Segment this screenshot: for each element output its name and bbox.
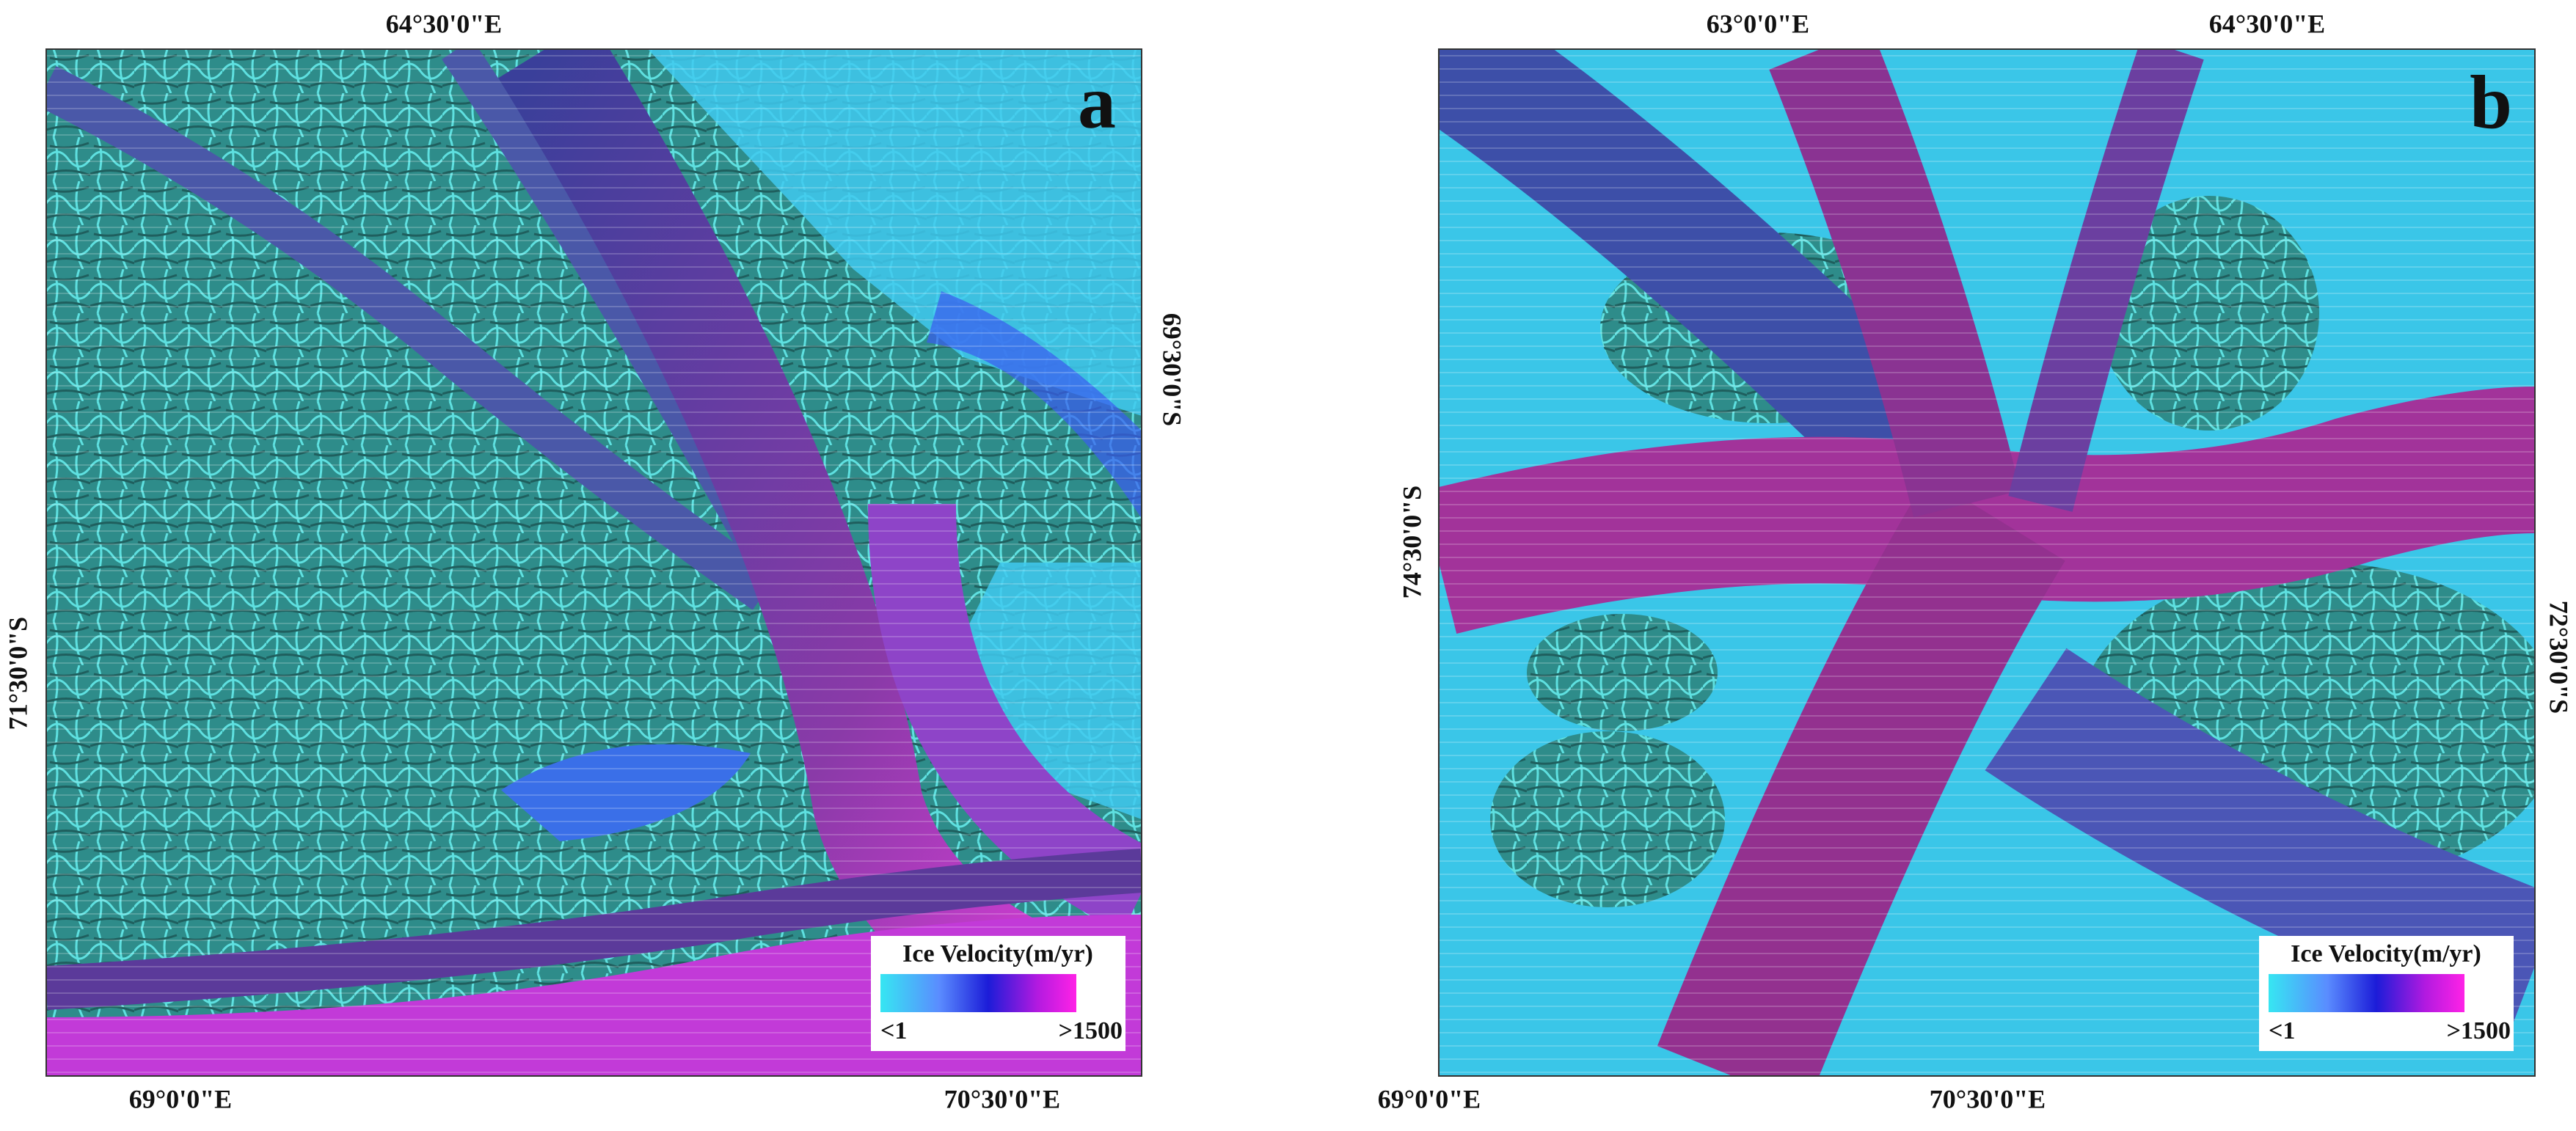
map-panel-a [46, 49, 1142, 1076]
top-coordinate: 63°0'0"E [1707, 9, 1809, 38]
legend-colorbar [2269, 974, 2464, 1012]
left-coordinate: 74°30'0"S [1397, 486, 1426, 599]
legend-title: Ice Velocity(m/yr) [902, 940, 1093, 967]
legend-min: <1 [2269, 1017, 2295, 1044]
bottom-coordinate: 69°0'0"E [129, 1084, 232, 1113]
bottom-coordinate: 70°30'0"E [944, 1084, 1060, 1113]
map-frame [45, 48, 1142, 1077]
left-coordinate: 71°30'0"S [3, 617, 32, 730]
map-frame [1438, 48, 2536, 1077]
right-coordinate: 69°30'0"S [1158, 313, 1187, 426]
panel-label: a [1078, 60, 1116, 144]
bottom-coordinate: 70°30'0"E [1930, 1084, 2046, 1113]
panel-label: b [2470, 60, 2512, 144]
top-coordinate: 64°30'0"E [386, 9, 502, 38]
legend: Ice Velocity(m/yr) <1 >1500 [2259, 936, 2514, 1051]
legend: Ice Velocity(m/yr) <1 >1500 [871, 936, 1125, 1051]
legend-max: >1500 [1059, 1017, 1123, 1044]
legend-colorbar [880, 974, 1076, 1012]
legend-title: Ice Velocity(m/yr) [2291, 940, 2481, 967]
legend-max: >1500 [2447, 1017, 2511, 1044]
bottom-coordinate: 69°0'0"E [1378, 1084, 1481, 1113]
top-coordinate: 64°30'0"E [2209, 9, 2325, 38]
legend-min: <1 [880, 1017, 907, 1044]
right-coordinate: 72°30'0"S [2544, 601, 2574, 714]
map-panel-b [1439, 49, 2535, 1076]
